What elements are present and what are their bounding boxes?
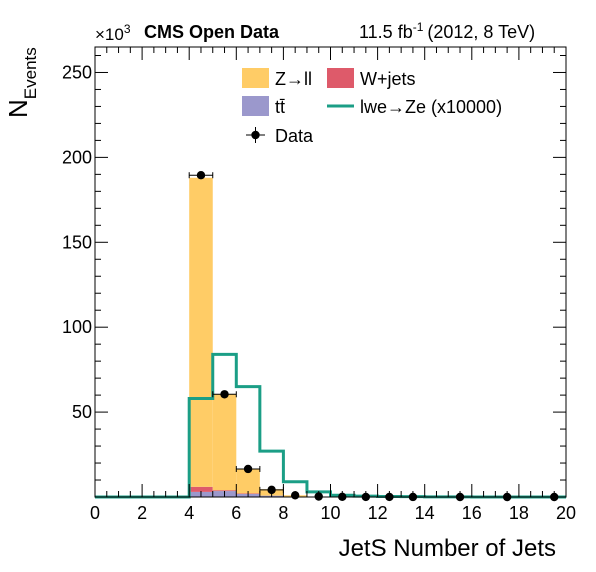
x-tick-label-8: 8 <box>278 503 288 523</box>
stack-bar-zll-bin-5 <box>212 394 237 491</box>
y-tick-label-50: 50 <box>72 402 92 422</box>
y-multiplier: ×103 <box>95 22 131 44</box>
x-tick-label-12: 12 <box>368 503 388 523</box>
data-point-0 <box>196 171 206 180</box>
x-tick-label-14: 14 <box>415 503 435 523</box>
luminosity-label: 11.5 fb-1 (2012, 8 TeV) <box>359 20 535 42</box>
data-point-2 <box>243 464 253 474</box>
legend-data-label: Data <box>275 126 314 146</box>
legend-tt-label: tt̄ <box>275 97 285 117</box>
x-tick-label-0: 0 <box>90 503 100 523</box>
y-axis-title: NEvents <box>3 47 40 118</box>
stack-bar-wjets-bin-4 <box>189 486 213 492</box>
x-tick-label-4: 4 <box>184 503 194 523</box>
data-point-3 <box>267 485 276 495</box>
x-tick-label-20: 20 <box>556 503 576 523</box>
x-tick-label-6: 6 <box>231 503 241 523</box>
x-tick-label-10: 10 <box>320 503 340 523</box>
y-tick-label-250: 250 <box>62 62 92 82</box>
signal-step-line <box>95 352 566 499</box>
legend-wjets-swatch <box>327 68 354 88</box>
y-tick-label-150: 150 <box>62 232 92 252</box>
legend-zll-label: Z→ll <box>275 69 312 89</box>
x-tick-label-16: 16 <box>462 503 482 523</box>
plot-frame <box>94 46 567 498</box>
experiment-label: CMS Open Data <box>144 22 280 42</box>
y-tick-label-100: 100 <box>62 317 92 337</box>
legend-zll-swatch <box>242 68 269 88</box>
data-point-1 <box>220 390 229 399</box>
legend-tt-swatch <box>242 96 269 116</box>
legend-wjets-label: W+jets <box>360 69 416 89</box>
legend-lwezex-label: lwe→Ze (x10000) <box>360 97 502 117</box>
stack-bar-zll-bin-6 <box>236 468 260 494</box>
x-tick-label-2: 2 <box>137 503 147 523</box>
x-tick-label-18: 18 <box>509 503 529 523</box>
x-axis-title: JetS Number of Jets <box>339 535 556 562</box>
y-tick-label-200: 200 <box>62 147 92 167</box>
legend-data-marker <box>251 130 260 140</box>
stack-bar-zll-bin-4 <box>189 177 213 487</box>
stack-bar-wjets-bin-5 <box>212 490 237 492</box>
